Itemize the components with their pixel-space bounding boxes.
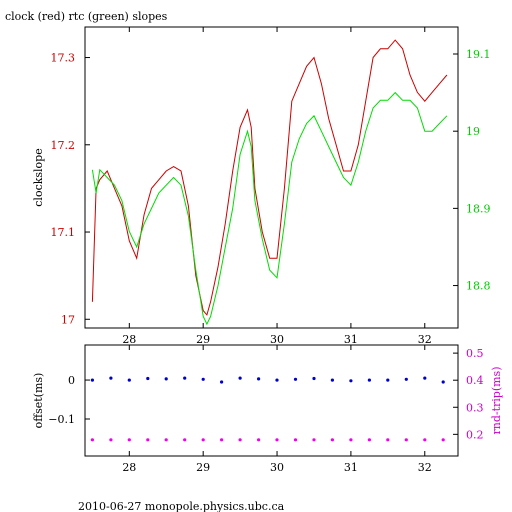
x-tick-label: 28 — [122, 333, 136, 346]
offset-point — [441, 380, 445, 384]
offset-point — [127, 378, 131, 382]
y-tick-label: 17 — [61, 313, 75, 326]
y2-tick-label: 0.4 — [466, 374, 484, 387]
rndtrip-point — [330, 438, 334, 442]
rndtrip-point — [201, 438, 205, 442]
rndtrip-point — [349, 438, 353, 442]
offset-x-ticks: 28 29 30 31 32 — [122, 345, 432, 474]
slopes-series-group — [91, 39, 448, 326]
footer-caption: 2010-06-27 monopole.physics.ubc.ca — [78, 500, 285, 512]
x-tick-label: 30 — [270, 333, 284, 346]
slopes-plot-frame — [84, 26, 459, 329]
y2-tick-label: 0.2 — [466, 428, 484, 441]
rndtrip-point — [275, 438, 279, 442]
x-tick-label: 28 — [122, 461, 136, 474]
x-tick-label: 29 — [196, 461, 210, 474]
x-tick-label: 32 — [418, 333, 432, 346]
offset-point — [404, 377, 408, 381]
rndtrip-point — [127, 438, 131, 442]
chart-title: clock (red) rtc (green) slopes — [5, 10, 168, 23]
offset-point — [349, 379, 353, 383]
clock-slope-line — [91, 39, 448, 316]
offset-y2-ticks: 0.2 0.3 0.4 0.5 — [453, 347, 484, 441]
rndtrip-point — [293, 438, 298, 442]
slopes-y-ticks: 17 17.1 17.2 17.3 — [51, 52, 90, 326]
rndtrip-point — [386, 438, 390, 442]
rndtrip-point — [183, 438, 187, 442]
slopes-y2-ticks: 18.8 18.9 19 19.1 — [453, 48, 491, 293]
y2-tick-label: 0.5 — [466, 347, 484, 360]
rndtrip-point — [220, 438, 224, 442]
x-tick-label: 29 — [196, 333, 210, 346]
rndtrip-point — [238, 438, 242, 442]
y2-tick-label: 18.8 — [466, 280, 491, 293]
y-tick-label: 0 — [68, 374, 75, 387]
y-tick-label: −0.1 — [48, 413, 75, 426]
offset-point — [275, 378, 279, 382]
offset-point — [183, 376, 187, 380]
rndtrip-point — [423, 438, 427, 442]
offset-point — [312, 376, 316, 381]
y2-tick-label: 19.1 — [466, 48, 491, 61]
offset-point — [164, 377, 168, 381]
offset-point — [90, 378, 94, 382]
rtc-slope-line — [91, 91, 448, 326]
offset-point — [293, 377, 298, 381]
rndtrip-point — [146, 438, 150, 442]
offset-panel: 28 29 30 31 32 −0.1 0 0.2 0.3 0.4 0.5 offset(ms)… — [32, 344, 503, 474]
rndtrip-point — [90, 438, 94, 442]
offset-point — [201, 377, 205, 381]
rndtrip-point — [404, 438, 408, 442]
y-tick-label: 17.2 — [51, 139, 76, 152]
offset-plot-frame — [84, 344, 459, 457]
rndtrip-point — [109, 438, 113, 442]
slopes-x-ticks: 28 29 30 31 32 — [122, 27, 432, 346]
rndtrip-y-axis-label: rnd-trip(ms) — [490, 367, 503, 435]
rndtrip-point — [257, 438, 261, 442]
x-tick-label: 30 — [270, 461, 284, 474]
offset-point — [330, 378, 334, 382]
offset-point — [146, 376, 150, 381]
offset-point — [220, 380, 224, 384]
rndtrip-point — [367, 438, 371, 442]
offset-point — [109, 376, 113, 380]
offset-point — [257, 377, 261, 381]
offset-y-axis-label: offset(ms) — [32, 373, 45, 429]
rndtrip-point — [312, 438, 316, 442]
offset-point — [423, 376, 427, 380]
y2-tick-label: 0.3 — [466, 401, 484, 414]
offset-point — [367, 378, 371, 382]
x-tick-label: 31 — [344, 333, 358, 346]
rndtrip-point — [441, 438, 445, 442]
offset-series-group — [90, 376, 445, 442]
slopes-y-axis-label: clockslope — [32, 148, 45, 206]
offset-point — [238, 376, 242, 380]
slopes-panel: 28 29 30 31 32 17 17.1 17.2 17.3 18.8 18.9 19 19.1… — [32, 26, 491, 346]
y2-tick-label: 18.9 — [466, 202, 491, 215]
rndtrip-point — [164, 438, 168, 442]
x-tick-label: 32 — [418, 461, 432, 474]
y2-tick-label: 19 — [466, 125, 480, 138]
y-tick-label: 17.1 — [51, 226, 76, 239]
y-tick-label: 17.3 — [51, 52, 76, 65]
offset-y-ticks: −0.1 0 — [48, 374, 90, 426]
offset-point — [386, 378, 390, 382]
x-tick-label: 31 — [344, 461, 358, 474]
